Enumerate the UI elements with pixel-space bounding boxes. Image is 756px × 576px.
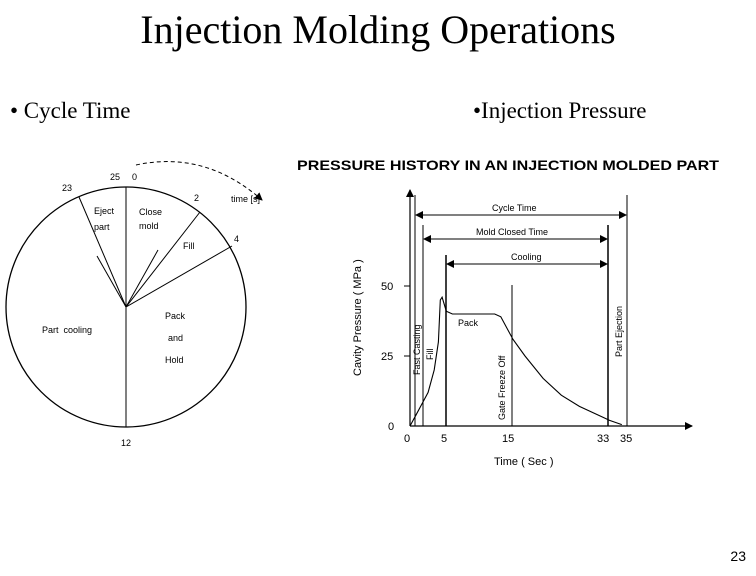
x-tick-label-35: 35	[620, 433, 632, 445]
tick-inner-left	[96, 255, 127, 308]
time-direction-arrow	[135, 161, 263, 201]
label-fill: Fill	[183, 241, 195, 251]
pack-label: Pack	[458, 318, 479, 328]
fast-casting-label: Fast Casting	[412, 324, 422, 375]
tick-inner-right	[125, 249, 159, 308]
label-mold: mold	[139, 221, 159, 231]
label-hold: Hold	[165, 355, 184, 365]
label-part: part	[94, 222, 110, 232]
chart-title: PRESSURE HISTORY IN AN INJECTION MOLDED …	[297, 157, 720, 173]
slide-title: Injection Molding Operations	[140, 7, 616, 52]
cooling-label: Cooling	[511, 252, 542, 262]
page-number: 23	[730, 548, 746, 564]
pressure-chart: PRESSURE HISTORY IN AN INJECTION MOLDED …	[297, 157, 720, 468]
y-tick-label-50: 50	[381, 281, 393, 293]
label-eject: Eject	[94, 206, 115, 216]
gate-freeze-label: Gate Freeze Off	[497, 355, 507, 420]
mold-closed-label: Mold Closed Time	[476, 227, 548, 237]
tick-4: 4	[234, 234, 239, 244]
y-tick-label-0: 0	[388, 421, 394, 433]
tick-0: 0	[132, 172, 137, 182]
x-tick-label-0: 0	[404, 433, 410, 445]
tick-12: 12	[121, 438, 131, 448]
x-tick-label-33: 33	[597, 433, 609, 445]
spoke-23	[78, 196, 127, 308]
y-axis-label: Cavity Pressure ( MPa )	[352, 259, 364, 376]
x-tick-label-5: 5	[441, 433, 447, 445]
tick-2: 2	[194, 193, 199, 203]
label-pack: Pack	[165, 311, 186, 321]
spoke-4	[125, 245, 233, 308]
label-part-cooling: Part cooling	[42, 325, 92, 335]
cycle-time-label: Cycle Time	[492, 203, 537, 213]
label-and: and	[168, 333, 183, 343]
x-tick-label-15: 15	[502, 433, 514, 445]
y-tick-label-25: 25	[381, 351, 393, 363]
part-ejection-label: Part Ejection	[614, 306, 624, 357]
bullet-injection-pressure: •Injection Pressure	[473, 98, 647, 123]
bullet-cycle-time: • Cycle Time	[10, 98, 131, 123]
cycle-diagram: 25 0 2 4 12 23 time [s] Eject part Close…	[5, 161, 263, 448]
time-axis-label: time [s]	[231, 194, 260, 204]
label-close: Close	[139, 207, 162, 217]
fill-label: Fill	[425, 349, 435, 361]
tick-25: 25	[110, 172, 120, 182]
pressure-curve	[409, 295, 622, 427]
spoke-2	[125, 211, 201, 308]
x-axis-label: Time ( Sec )	[494, 456, 554, 468]
tick-23: 23	[62, 183, 72, 193]
